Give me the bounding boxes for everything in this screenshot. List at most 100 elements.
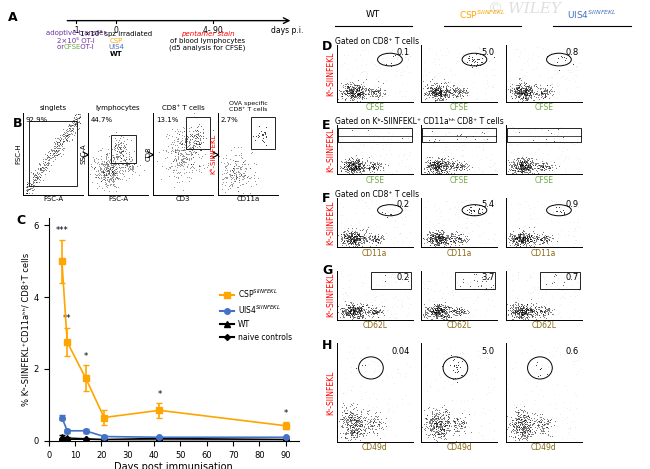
Point [450, 418, 460, 426]
Point [553, 310, 564, 317]
Point [518, 429, 528, 436]
Point [404, 53, 415, 60]
Point [371, 423, 382, 430]
Point [515, 230, 526, 238]
Point [441, 304, 451, 311]
Point [368, 237, 378, 245]
Point [352, 164, 362, 172]
Point [176, 159, 186, 166]
Point [451, 303, 462, 310]
Point [357, 313, 367, 321]
Point [367, 233, 377, 241]
Point [528, 270, 538, 277]
Point [354, 168, 365, 176]
Point [488, 385, 498, 393]
Point [348, 81, 359, 88]
Point [347, 303, 358, 311]
Point [370, 91, 380, 98]
Point [484, 219, 495, 227]
Text: **: ** [63, 314, 72, 323]
Point [107, 167, 117, 175]
Point [441, 303, 451, 311]
Point [536, 91, 547, 98]
Point [528, 288, 538, 295]
Point [443, 232, 454, 240]
Point [469, 410, 479, 417]
Point [351, 234, 361, 242]
Point [514, 423, 525, 431]
Point [404, 151, 414, 159]
Point [347, 160, 358, 168]
Point [553, 67, 564, 74]
Point [513, 434, 523, 441]
Point [100, 171, 110, 179]
Point [471, 144, 481, 151]
Point [48, 148, 58, 155]
Point [513, 412, 523, 420]
Point [358, 79, 368, 86]
Point [521, 303, 531, 310]
Point [397, 215, 408, 223]
Point [533, 135, 543, 142]
Point [373, 87, 384, 94]
Point [540, 233, 551, 241]
Point [519, 417, 529, 425]
Point [380, 277, 391, 285]
Point [186, 149, 196, 156]
Point [354, 304, 365, 312]
Point [457, 236, 467, 243]
Point [510, 91, 520, 98]
Point [517, 425, 528, 432]
Point [355, 354, 365, 361]
Point [369, 83, 379, 91]
Point [522, 236, 532, 244]
Point [343, 310, 354, 317]
Point [352, 369, 363, 377]
Point [420, 90, 430, 97]
Point [46, 154, 56, 162]
Point [438, 156, 448, 163]
Point [31, 178, 41, 185]
Point [434, 422, 444, 430]
Point [439, 240, 450, 248]
Point [170, 149, 181, 156]
Point [438, 311, 448, 319]
Point [523, 95, 533, 103]
Point [554, 207, 565, 215]
Point [95, 164, 105, 171]
Point [354, 162, 364, 170]
Point [456, 422, 466, 429]
Point [460, 313, 471, 321]
Point [512, 416, 523, 423]
Point [528, 161, 538, 169]
Point [214, 152, 224, 159]
Point [532, 352, 542, 360]
Point [522, 309, 532, 317]
Point [66, 136, 77, 144]
Point [101, 166, 112, 174]
Point [512, 160, 523, 167]
Point [425, 426, 436, 434]
Point [510, 162, 521, 169]
Point [352, 303, 363, 310]
Y-axis label: Kᵇ-SIINFEKL: Kᵇ-SIINFEKL [211, 133, 216, 174]
Point [543, 75, 553, 82]
Point [515, 89, 525, 97]
Point [506, 309, 517, 316]
Point [517, 234, 528, 241]
Point [445, 67, 456, 75]
Point [63, 133, 73, 141]
Point [535, 413, 545, 420]
Text: 44.7%: 44.7% [91, 117, 113, 123]
Point [359, 306, 369, 313]
Point [368, 89, 378, 96]
Point [452, 229, 462, 236]
Point [344, 308, 354, 315]
Point [422, 85, 433, 92]
Point [541, 159, 552, 167]
Point [192, 123, 202, 130]
Point [529, 89, 539, 96]
Point [46, 145, 57, 152]
Point [435, 234, 445, 241]
Point [351, 310, 361, 318]
